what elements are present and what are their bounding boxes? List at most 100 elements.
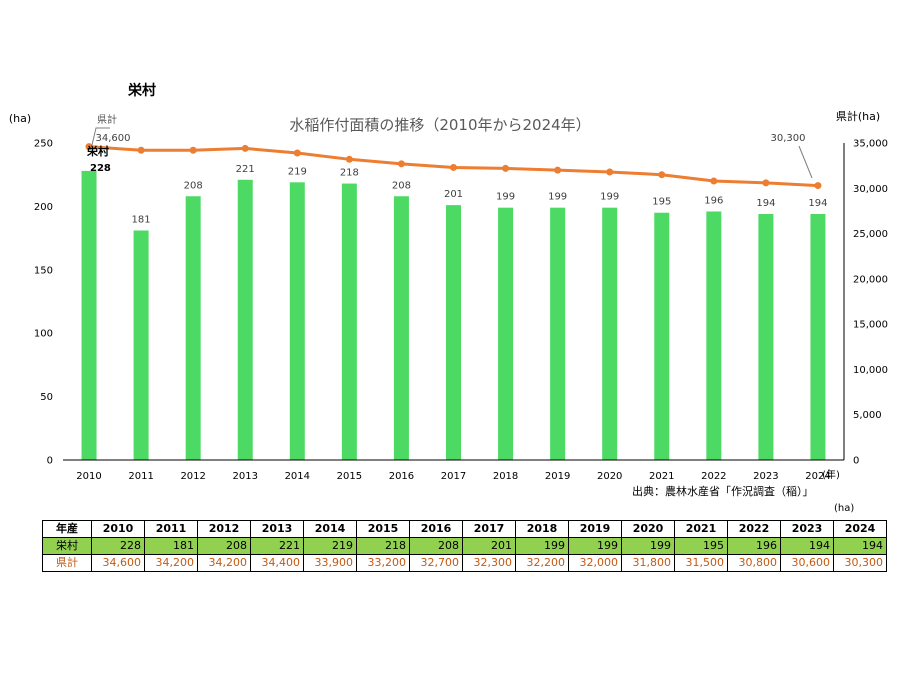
pref-total-point	[606, 168, 614, 176]
bar-village	[602, 207, 618, 460]
table-unit: (ha)	[834, 503, 855, 514]
table-pref-cell: 33,900	[303, 554, 357, 572]
pref-total-point	[137, 146, 145, 154]
x-tick-label: 2010	[76, 471, 101, 482]
table-village-cell: 195	[674, 537, 728, 555]
table-village-cell: 208	[409, 537, 463, 555]
village-first-value: 228	[90, 163, 111, 174]
table-year-cell: 2020	[621, 520, 675, 538]
pref-last-value: 30,300	[771, 133, 806, 144]
data-table: 年産 2010 2011 2012 2013 2014 2015 2016 2017 2018 2…	[42, 520, 887, 572]
bar-village	[341, 183, 357, 461]
pref-total-point	[710, 177, 718, 185]
bar-village	[706, 211, 722, 460]
pref-total-point	[502, 164, 510, 172]
table-village-cell: 218	[356, 537, 410, 555]
chart-title: 水稲作付面積の推移（2010年から2024年）	[289, 116, 590, 134]
table-pref-cell: 32,300	[462, 554, 516, 572]
table-header-label: 年産	[42, 520, 92, 538]
x-axis-unit: (年)	[822, 468, 840, 481]
bar-village	[237, 179, 253, 460]
bar-value-label: 199	[548, 192, 567, 203]
table-village-cell: 201	[462, 537, 516, 555]
right-tick-label: 0	[853, 456, 859, 467]
table-village-cell: 181	[144, 537, 198, 555]
x-tick-label: 2018	[493, 471, 518, 482]
pref-total-point	[658, 171, 666, 179]
pref-total-point	[762, 179, 770, 187]
bar-village	[81, 170, 97, 460]
village-series-label: 栄村	[86, 144, 109, 158]
pref-first-value: 34,600	[96, 133, 131, 144]
pref-total-point	[345, 155, 353, 163]
table-year-cell: 2022	[727, 520, 781, 538]
table-village-cell: 196	[727, 537, 781, 555]
bar-village	[446, 205, 461, 460]
table-pref-cell: 31,800	[621, 554, 675, 572]
table-village-cell: 199	[515, 537, 569, 555]
bar-value-label: 196	[704, 195, 723, 206]
x-tick-label: 2017	[441, 471, 466, 482]
table-pref-cell: 32,700	[409, 554, 463, 572]
table-year-cell: 2014	[303, 520, 357, 538]
bar-village	[498, 207, 514, 460]
table-pref-cell: 34,200	[144, 554, 198, 572]
table-village-cell: 194	[833, 537, 887, 555]
table-row-year: 年産 2010 2011 2012 2013 2014 2015 2016 2017 2018 2…	[42, 520, 887, 538]
table-pref-cell: 30,800	[727, 554, 781, 572]
table-village-cell: 194	[780, 537, 834, 555]
table-pref-cell: 32,000	[568, 554, 622, 572]
x-tick-label: 2022	[701, 471, 726, 482]
bar-value-label: 181	[132, 214, 151, 225]
right-tick-label: 25,000	[853, 229, 888, 240]
right-tick-label: 20,000	[853, 274, 888, 285]
table-year-cell: 2013	[250, 520, 304, 538]
right-axis-unit: 県計(ha)	[836, 109, 880, 123]
table-village-cell: 199	[568, 537, 622, 555]
bar-value-label: 195	[652, 197, 671, 208]
left-tick-label: 200	[34, 202, 53, 213]
left-tick-label: 50	[40, 392, 53, 403]
table-village-cell: 221	[250, 537, 304, 555]
table-year-cell: 2023	[780, 520, 834, 538]
table-year-cell: 2018	[515, 520, 569, 538]
pref-total-point	[554, 166, 562, 174]
table-village-cell: 219	[303, 537, 357, 555]
bar-village	[810, 214, 826, 460]
bar-value-label: 221	[236, 164, 255, 175]
bar-value-label: 218	[340, 168, 359, 179]
left-tick-label: 100	[34, 329, 53, 340]
bar-value-label: 199	[496, 192, 515, 203]
source-note: 出典：農林水産省「作況調査（稲）」	[632, 485, 814, 498]
bar-village	[393, 196, 409, 461]
pref-total-point	[450, 163, 457, 171]
bar-village	[185, 196, 201, 461]
table-pref-cell: 34,600	[91, 554, 145, 572]
table-year-cell: 2016	[409, 520, 463, 538]
table-year-cell: 2012	[197, 520, 251, 538]
village-heading: 栄村	[128, 83, 156, 99]
bar-value-label: 219	[288, 166, 307, 177]
table-pref-label: 県計	[42, 554, 92, 572]
pref-total-point	[814, 182, 822, 190]
x-tick-label: 2014	[285, 471, 310, 482]
table-pref-cell: 30,600	[780, 554, 834, 572]
x-tick-label: 2023	[753, 471, 778, 482]
pref-total-point	[241, 144, 249, 152]
bar-village	[654, 212, 670, 460]
x-tick-label: 2020	[597, 471, 622, 482]
bar-value-label: 199	[600, 192, 619, 203]
x-tick-label: 2021	[649, 471, 674, 482]
pref-total-point	[189, 146, 197, 154]
left-axis-unit: (ha)	[9, 112, 31, 125]
pref-total-point	[397, 160, 405, 168]
x-tick-label: 2012	[180, 471, 205, 482]
table-year-cell: 2024	[833, 520, 887, 538]
table-village-cell: 228	[91, 537, 145, 555]
pref-total-point	[293, 149, 301, 157]
x-tick-label: 2019	[545, 471, 570, 482]
bar-village	[550, 207, 566, 460]
table-year-cell: 2021	[674, 520, 728, 538]
bar-value-label: 201	[444, 189, 463, 200]
bar-village	[133, 230, 149, 460]
